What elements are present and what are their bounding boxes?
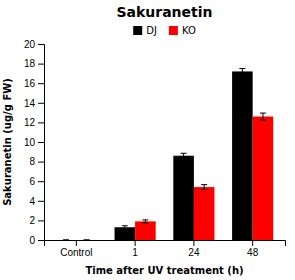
- y-tick-label: 10: [24, 137, 36, 148]
- y-tick-label: 4: [29, 196, 35, 207]
- error-bar: [239, 69, 245, 75]
- legend-item: KO: [169, 25, 196, 36]
- y-tick-mark: [38, 220, 44, 221]
- axis-line: [38, 45, 45, 241]
- chart: 02468101214161820Control12448Sakuranetin…: [0, 0, 295, 280]
- x-tick-label: 24: [188, 247, 200, 258]
- bar: [76, 240, 97, 241]
- y-tick-mark: [38, 181, 44, 182]
- bar: [232, 71, 253, 240]
- y-tick: 2: [29, 215, 44, 226]
- marks: [63, 69, 273, 241]
- y-tick-label: 6: [29, 176, 35, 187]
- y-tick: 8: [29, 156, 44, 167]
- title: Sakuranetin: [116, 4, 212, 20]
- series: [63, 69, 253, 241]
- y-tick-mark: [38, 44, 44, 45]
- x-axis: Control 1 24 48: [45, 240, 286, 258]
- y-tick: 14: [24, 98, 44, 109]
- series: [84, 113, 274, 240]
- error-bar: [63, 240, 69, 241]
- x-tick-label: 1: [132, 247, 138, 258]
- y-tick: 20: [24, 39, 44, 50]
- y-tick: 16: [24, 78, 44, 89]
- y-axis: 0 2 4 6 8 10 12 14 16 18 20: [24, 39, 45, 246]
- y-tick-label: 16: [24, 78, 36, 89]
- bar: [194, 187, 215, 240]
- y-axis-title: Sakuranetin (ug/g FW): [2, 78, 13, 206]
- y-tick-label: 0: [29, 235, 35, 246]
- x-tick: Control: [60, 240, 92, 258]
- y-tick-mark: [38, 122, 44, 123]
- y-tick-label: 18: [24, 58, 36, 69]
- x-tick: 1: [132, 240, 138, 258]
- legend-label: KO: [182, 25, 196, 36]
- x-tick-mark: [135, 240, 136, 246]
- y-tick-label: 20: [24, 39, 36, 50]
- error-bar: [142, 220, 148, 223]
- bar: [253, 117, 274, 240]
- error-bar: [181, 153, 187, 158]
- y-tick-label: 2: [29, 215, 35, 226]
- y-tick: 4: [29, 196, 44, 207]
- error-bar: [84, 240, 90, 241]
- axis-line: [45, 241, 286, 247]
- x-tick-mark: [252, 240, 253, 246]
- y-tick: 0: [29, 235, 44, 246]
- x-tick-label: 48: [247, 247, 259, 258]
- y-tick-mark: [38, 201, 44, 202]
- error-bar: [122, 226, 128, 229]
- x-tick: 24: [188, 240, 200, 258]
- y-tick: 18: [24, 58, 44, 69]
- bar: [56, 240, 77, 241]
- y-tick-mark: [38, 64, 44, 65]
- y-tick: 12: [24, 117, 44, 128]
- bar: [135, 221, 156, 240]
- legend-swatch: [169, 26, 178, 35]
- x-tick-mark: [76, 240, 77, 246]
- legend-swatch: [133, 26, 142, 35]
- error-bar: [201, 185, 207, 190]
- error-bar: [260, 113, 266, 120]
- y-tick: 10: [24, 137, 44, 148]
- y-tick-mark: [38, 103, 44, 104]
- y-tick-label: 14: [24, 98, 36, 109]
- legend: DJ KO: [133, 25, 196, 36]
- x-tick-label: Control: [60, 247, 92, 258]
- y-tick-mark: [38, 83, 44, 84]
- y-tick-label: 12: [24, 117, 36, 128]
- legend-label: DJ: [146, 25, 157, 36]
- bar: [173, 156, 194, 240]
- y-tick-mark: [38, 142, 44, 143]
- plot: 02468101214161820Control12448: [24, 39, 286, 258]
- legend-item: DJ: [133, 25, 157, 36]
- x-tick-mark: [193, 240, 194, 246]
- y-tick-mark: [38, 240, 44, 241]
- x-axis-title: Time after UV treatment (h): [85, 265, 243, 276]
- y-tick-mark: [38, 162, 44, 163]
- y-tick: 6: [29, 176, 44, 187]
- x-tick: 48: [247, 240, 259, 258]
- y-tick-label: 8: [29, 156, 35, 167]
